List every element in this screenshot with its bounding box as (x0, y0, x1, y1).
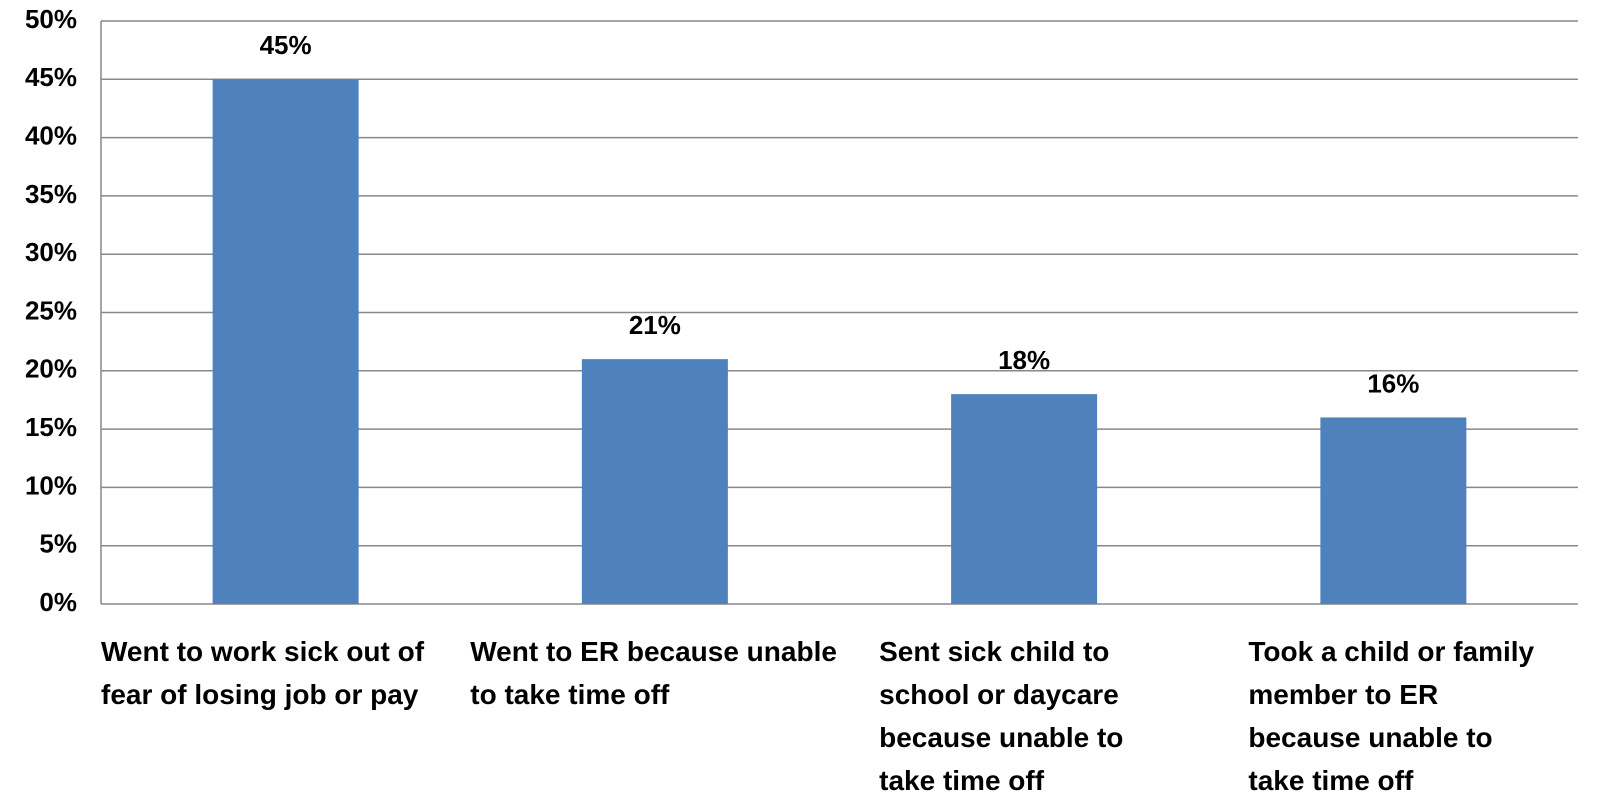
y-tick-label: 5% (39, 529, 77, 559)
y-tick-label: 40% (25, 120, 77, 150)
y-tick-label: 25% (25, 295, 77, 325)
x-tick-label-box: Went to ER because unable to take time o… (470, 630, 839, 716)
x-tick-label: Took a child or family member to ER beca… (1248, 636, 1535, 796)
value-label: 21% (629, 310, 681, 340)
value-label: 45% (260, 30, 312, 60)
y-tick-label: 20% (25, 354, 77, 384)
y-tick-label: 10% (25, 470, 77, 500)
y-tick-label: 30% (25, 237, 77, 267)
value-label: 18% (998, 345, 1050, 375)
x-tick-label-box: Went to work sick out of fear of losing … (101, 630, 470, 716)
y-tick-label: 50% (25, 4, 77, 34)
x-tick-label-box: Sent sick child to school or daycare bec… (840, 630, 1209, 802)
bar (581, 359, 728, 604)
y-tick-label: 0% (39, 587, 77, 617)
x-tick-label-box: Took a child or family member to ER beca… (1209, 630, 1578, 802)
bar (212, 79, 359, 605)
x-tick-label: Went to work sick out of fear of losing … (101, 636, 425, 710)
x-tick-label: Sent sick child to school or daycare bec… (879, 636, 1124, 796)
y-tick-label: 35% (25, 179, 77, 209)
bar (1320, 417, 1467, 604)
y-tick-label: 15% (25, 412, 77, 442)
bar (951, 394, 1098, 604)
y-tick-label: 45% (25, 62, 77, 92)
x-tick-label: Went to ER because unable to take time o… (470, 636, 837, 710)
value-label: 16% (1367, 368, 1419, 398)
